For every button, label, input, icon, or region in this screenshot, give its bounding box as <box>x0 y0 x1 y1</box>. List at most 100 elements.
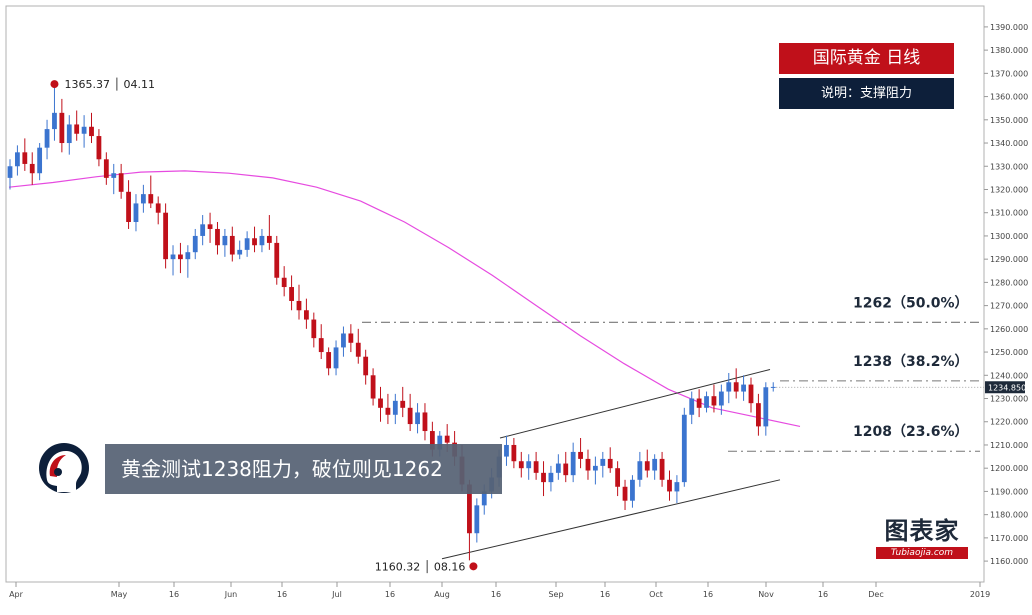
y-tick-label: 1200.000 <box>990 464 1028 473</box>
candle-body <box>222 235 228 246</box>
candle-body <box>392 400 398 415</box>
low-label: 1160.32 │ 08.16 <box>375 559 466 573</box>
candle-body <box>570 451 576 476</box>
candle-body <box>207 224 213 229</box>
candle <box>244 231 250 257</box>
y-tick-label: 1170.000 <box>990 534 1028 543</box>
candle-body <box>770 386 776 388</box>
level-label: 1238（38.2%） <box>853 354 969 370</box>
candle <box>667 470 672 501</box>
candle-body <box>748 384 754 404</box>
candle-body <box>215 228 220 246</box>
candle <box>66 115 72 155</box>
candle-body <box>155 203 161 213</box>
y-tick-label: 1390.000 <box>990 23 1028 32</box>
y-tick-label: 1180.000 <box>990 511 1028 520</box>
candle-body <box>185 252 191 260</box>
candle <box>555 454 561 480</box>
candle-body <box>541 472 546 483</box>
candle-body <box>318 338 324 353</box>
candle <box>133 194 139 232</box>
candle-body <box>481 491 487 506</box>
candle-body <box>178 254 183 260</box>
y-tick-label: 1280.000 <box>990 278 1028 287</box>
low-marker <box>469 562 478 571</box>
level-label: 1208（23.6%） <box>853 424 969 440</box>
y-tick-label: 1270.000 <box>990 302 1028 311</box>
candle <box>756 393 761 436</box>
y-tick-label: 1260.000 <box>990 325 1028 334</box>
channel-upper-line <box>499 368 771 439</box>
x-tick-label: Dec <box>868 590 883 599</box>
candle-body <box>355 342 361 357</box>
candle <box>318 324 324 360</box>
candle <box>526 454 532 480</box>
candle <box>163 203 169 269</box>
candle-body <box>304 310 309 320</box>
candle <box>289 275 294 311</box>
brand-url: Tubiaojia.com <box>876 547 968 559</box>
candle-body <box>126 191 131 222</box>
y-tick-label: 1380.000 <box>990 46 1028 55</box>
candle-body <box>674 482 680 492</box>
candle-body <box>467 484 472 534</box>
analyst-avatar-icon <box>38 442 90 494</box>
candle <box>59 98 65 153</box>
candle-body <box>281 277 287 288</box>
candle <box>622 479 628 510</box>
moving-average-line <box>8 170 801 427</box>
candle-body <box>533 461 539 473</box>
candle <box>674 475 680 504</box>
candle-body <box>333 347 339 369</box>
candle <box>681 407 687 487</box>
y-tick-label: 1190.000 <box>990 487 1028 496</box>
candle-body <box>681 414 687 483</box>
candle <box>548 465 554 492</box>
y-tick-label: 1290.000 <box>990 255 1028 264</box>
chart-title: 国际黄金 日线 <box>779 43 954 74</box>
candle-body <box>637 461 643 480</box>
candle-body <box>711 396 717 406</box>
y-tick-label: 1310.000 <box>990 209 1028 218</box>
candle-body <box>600 458 606 466</box>
candle <box>385 393 391 425</box>
candle-body <box>504 444 509 457</box>
candle <box>52 84 57 141</box>
candle-body <box>429 431 435 450</box>
candle-body <box>363 356 369 376</box>
candle <box>126 180 131 229</box>
candle <box>763 382 769 436</box>
candle <box>348 324 354 353</box>
candle-body <box>689 398 695 415</box>
y-tick-label: 1350.000 <box>990 116 1028 125</box>
candle <box>659 451 665 487</box>
candle <box>704 391 709 413</box>
y-tick-label: 1340.000 <box>990 139 1028 148</box>
y-tick-label: 1360.000 <box>990 93 1028 102</box>
candle <box>615 461 621 497</box>
candle <box>15 145 20 176</box>
candle-body <box>400 400 406 408</box>
candle <box>229 226 235 262</box>
candle-body <box>259 235 265 246</box>
candle-body <box>563 463 569 476</box>
candle <box>570 442 576 483</box>
candle-body <box>52 112 57 130</box>
candle-body <box>289 287 294 301</box>
candle-body <box>407 407 413 425</box>
candle-body <box>229 235 235 255</box>
candle-body <box>718 391 724 406</box>
candle <box>541 461 546 497</box>
candle-body <box>200 224 206 236</box>
candle-body <box>140 194 146 204</box>
y-tick-label: 1300.000 <box>990 232 1028 241</box>
candle <box>422 403 428 441</box>
candle <box>600 451 606 478</box>
y-tick-label: 1320.000 <box>990 185 1028 194</box>
candle-body <box>244 238 250 250</box>
candle-body <box>341 333 346 348</box>
candle-body <box>378 398 383 408</box>
candle <box>718 384 724 415</box>
candle <box>578 438 583 469</box>
candle <box>474 498 480 543</box>
